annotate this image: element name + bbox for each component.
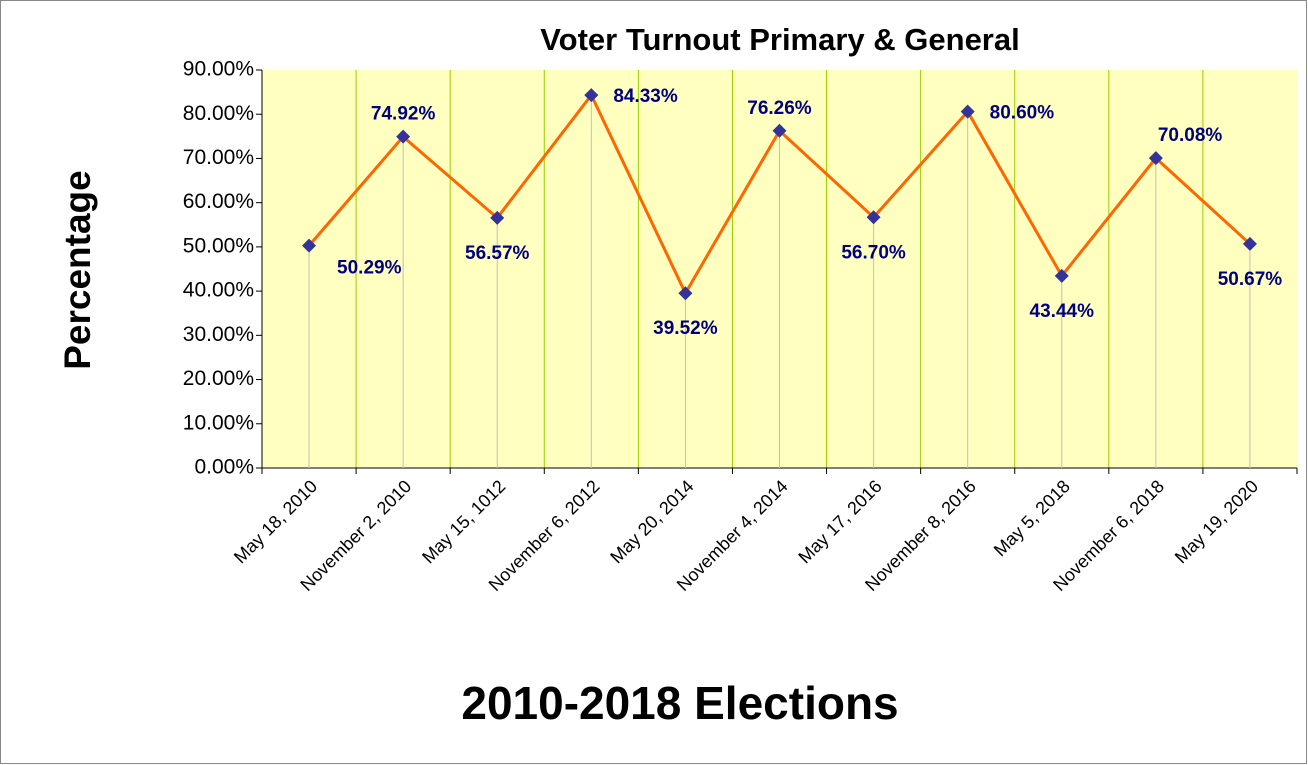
y-tick-label: 0.00% bbox=[194, 456, 254, 479]
data-label: 76.26% bbox=[747, 98, 812, 119]
y-tick-label: 50.00% bbox=[183, 234, 254, 257]
marker bbox=[302, 238, 317, 253]
data-label: 56.57% bbox=[465, 243, 530, 264]
y-tick-label: 60.00% bbox=[183, 190, 254, 213]
marker bbox=[490, 210, 505, 225]
x-axis-label: 2010-2018 Elections bbox=[461, 677, 898, 729]
y-axis-label: Percentage bbox=[57, 170, 98, 370]
marker bbox=[866, 210, 881, 225]
data-label: 70.08% bbox=[1158, 125, 1223, 146]
data-label: 50.67% bbox=[1218, 269, 1283, 290]
y-tick-label: 20.00% bbox=[183, 367, 254, 390]
marker bbox=[396, 129, 411, 144]
marker bbox=[772, 123, 787, 138]
marker bbox=[678, 286, 693, 301]
marker bbox=[584, 88, 599, 103]
data-label: 84.33% bbox=[613, 86, 678, 107]
data-label: 50.29% bbox=[337, 258, 402, 279]
marker bbox=[1148, 151, 1163, 166]
y-tick-label: 70.00% bbox=[183, 146, 254, 169]
chart-title: Voter Turnout Primary & General bbox=[540, 22, 1019, 57]
y-tick-label: 80.00% bbox=[183, 102, 254, 125]
marker bbox=[1242, 236, 1257, 251]
y-tick-label: 30.00% bbox=[183, 323, 254, 346]
y-tick-label: 90.00% bbox=[183, 58, 254, 81]
marker bbox=[1054, 268, 1069, 283]
y-tick-label: 10.00% bbox=[183, 411, 254, 434]
marker bbox=[960, 104, 975, 119]
data-label: 80.60% bbox=[990, 103, 1055, 124]
data-label: 74.92% bbox=[371, 104, 436, 125]
y-tick-label: 40.00% bbox=[183, 279, 254, 302]
data-label: 43.44% bbox=[1030, 301, 1095, 322]
data-label: 56.70% bbox=[841, 242, 906, 263]
data-label: 39.52% bbox=[653, 318, 718, 339]
